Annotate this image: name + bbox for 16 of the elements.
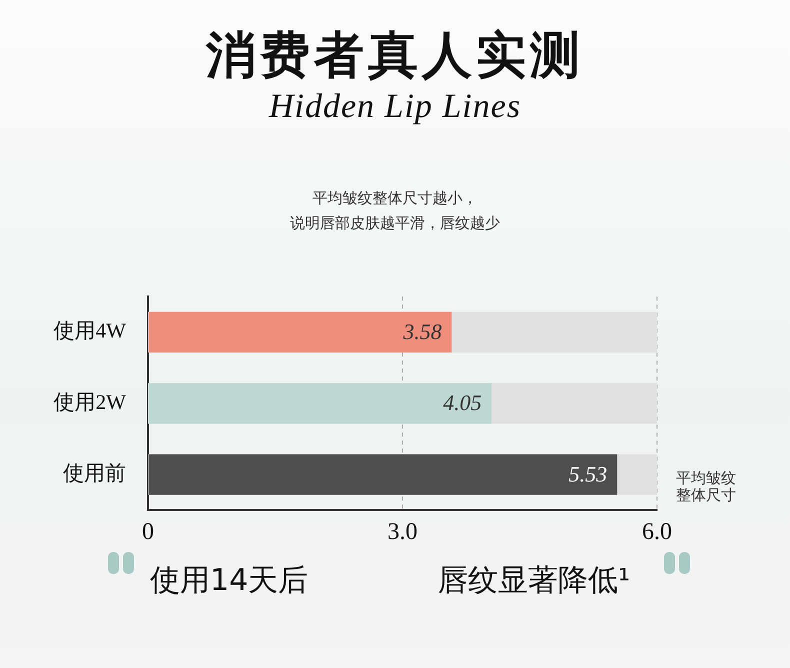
x-axis-title: 平均皱纹整体尺寸 [676, 469, 737, 504]
y-tick-label: 使用4W [54, 318, 126, 343]
x-tick-label: 0 [142, 518, 154, 545]
chart-title: 消费者真人实测 [204, 25, 585, 86]
x-tick-label: 3.0 [388, 518, 418, 545]
text: 使用14天后 [150, 562, 308, 600]
text: 说明唇部皮肤越平滑，唇纹越少 [289, 213, 501, 234]
x-tick-label: 6.0 [642, 518, 672, 545]
y-tick-label: 使用前 [63, 461, 126, 486]
y-tick-label: 使用2W [54, 390, 126, 414]
data-label: 3.58 [402, 318, 442, 344]
data-label: 5.53 [568, 461, 608, 486]
text: 平均皱纹整体尺寸越小， [312, 188, 478, 209]
data-label: 4.05 [443, 390, 482, 416]
chart-subtitle: Hidden Lip Lines [268, 88, 522, 126]
text: 唇纹显著降低¹ [438, 562, 630, 600]
